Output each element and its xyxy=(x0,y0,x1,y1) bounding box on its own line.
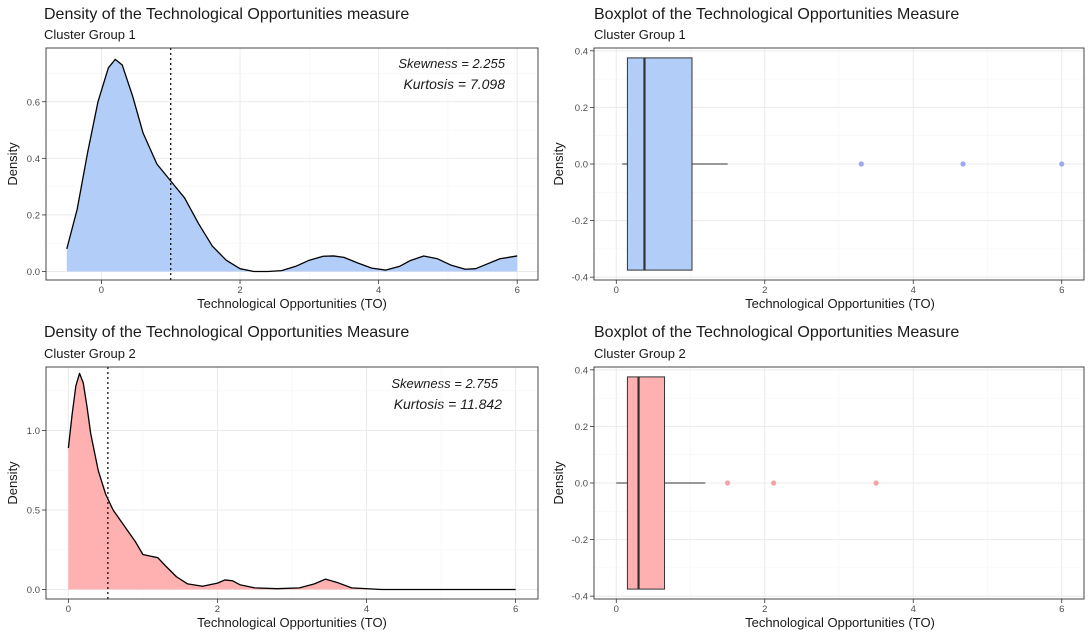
density1-xtick-label: 0 xyxy=(99,285,104,296)
density1-ylabel: Density xyxy=(5,142,20,186)
density2-panel-border xyxy=(45,366,539,600)
density2-xlabel: Technological Opportunities (TO) xyxy=(197,615,387,630)
box1-title: Boxplot of the Technological Opportuniti… xyxy=(594,6,959,23)
box1-xtick-label: 4 xyxy=(911,285,916,296)
box1-box xyxy=(626,57,693,271)
box1-xtick-label: 0 xyxy=(614,285,619,296)
density1-xtick-label: 4 xyxy=(376,285,381,296)
box1-xtick-label: 2 xyxy=(762,285,767,296)
density1-xtick-label: 6 xyxy=(515,285,520,296)
box2-ytick-label: -0.2 xyxy=(572,535,588,546)
box1-ytick-label: -0.2 xyxy=(572,216,588,227)
box1-subtitle: Cluster Group 1 xyxy=(594,27,686,42)
density2-title: Density of the Technological Opportuniti… xyxy=(44,324,409,341)
box2-outlier-point xyxy=(725,480,731,486)
box2-xtick-label: 2 xyxy=(762,604,767,615)
box2-ytick-label: 0.4 xyxy=(575,365,588,376)
density1-skewness: Skewness = 2.255 xyxy=(398,56,505,71)
density2-kurtosis: Kurtosis = 11.842 xyxy=(394,396,503,412)
box2-panel: 0 2 4 6 -0.4 -0.2 0.0 0.2 0.4 xyxy=(572,365,1085,615)
density2-ylabel: Density xyxy=(5,461,20,505)
density1-panel-border xyxy=(45,47,539,281)
density2-subtitle: Cluster Group 2 xyxy=(44,346,136,361)
density1-ytick-label: 0.2 xyxy=(27,210,40,221)
density1-density-line xyxy=(66,58,518,273)
density1-ytick-label: 0.4 xyxy=(27,154,40,165)
box1-ylabel: Density xyxy=(551,142,566,186)
density2-ytick-label: 0.0 xyxy=(27,585,40,596)
box2-ytick-label: 0.2 xyxy=(575,422,588,433)
box1-xlabel: Technological Opportunities (TO) xyxy=(745,296,935,311)
box1-outlier-point xyxy=(858,161,864,167)
density2-area-fill xyxy=(68,373,516,590)
density2-skewness: Skewness = 2.755 xyxy=(391,376,498,391)
density2-xtick-label: 4 xyxy=(364,604,369,615)
box1-ytick-label: -0.4 xyxy=(572,273,588,284)
density2-density-line xyxy=(67,372,516,591)
box2-ylabel: Density xyxy=(551,461,566,505)
box2-outlier-point xyxy=(771,480,777,486)
box1-ytick-label: 0.2 xyxy=(575,103,588,114)
density1-title: Density of the Technological Opportuniti… xyxy=(44,6,409,23)
box2-xtick-label: 6 xyxy=(1059,604,1064,615)
density1-subtitle: Cluster Group 1 xyxy=(44,27,136,42)
box2-outlier-point xyxy=(873,480,879,486)
box2-ytick-label: 0.0 xyxy=(575,479,588,490)
density2-ytick-label: 0.5 xyxy=(27,506,40,517)
box2-ytick-label: -0.4 xyxy=(572,592,588,603)
density1-ytick-label: 0.6 xyxy=(27,97,40,108)
density1-area-fill xyxy=(66,59,518,272)
box2-title: Boxplot of the Technological Opportuniti… xyxy=(594,324,959,341)
box1-outlier-point xyxy=(960,161,966,167)
density2-ytick-label: 1.0 xyxy=(27,426,40,437)
box1-ytick-label: 0.4 xyxy=(575,46,588,57)
box2-xlabel: Technological Opportunities (TO) xyxy=(745,615,935,630)
box2-xtick-label: 0 xyxy=(614,604,619,615)
density1-panel: 0 2 4 6 0.0 0.2 0.4 0.6 xyxy=(27,47,539,296)
density1-kurtosis: Kurtosis = 7.098 xyxy=(403,76,505,92)
box1-outlier-point xyxy=(1059,161,1065,167)
box2-box xyxy=(626,376,666,590)
density2-panel: 0 2 4 6 0.0 0.5 1.0 xyxy=(27,366,539,615)
density2-xtick-label: 2 xyxy=(215,604,220,615)
density1-xlabel: Technological Opportunities (TO) xyxy=(197,296,387,311)
density1-ytick-label: 0.0 xyxy=(27,267,40,278)
density1-xtick-label: 2 xyxy=(237,285,242,296)
box2-xtick-label: 4 xyxy=(911,604,916,615)
box1-xtick-label: 6 xyxy=(1059,285,1064,296)
density2-xtick-label: 6 xyxy=(513,604,518,615)
box2-subtitle: Cluster Group 2 xyxy=(594,346,686,361)
box1-ytick-label: 0.0 xyxy=(575,160,588,171)
box1-panel: 0 2 4 6 -0.4 -0.2 0.0 0.2 0.4 xyxy=(572,46,1085,296)
density2-xtick-label: 0 xyxy=(66,604,71,615)
